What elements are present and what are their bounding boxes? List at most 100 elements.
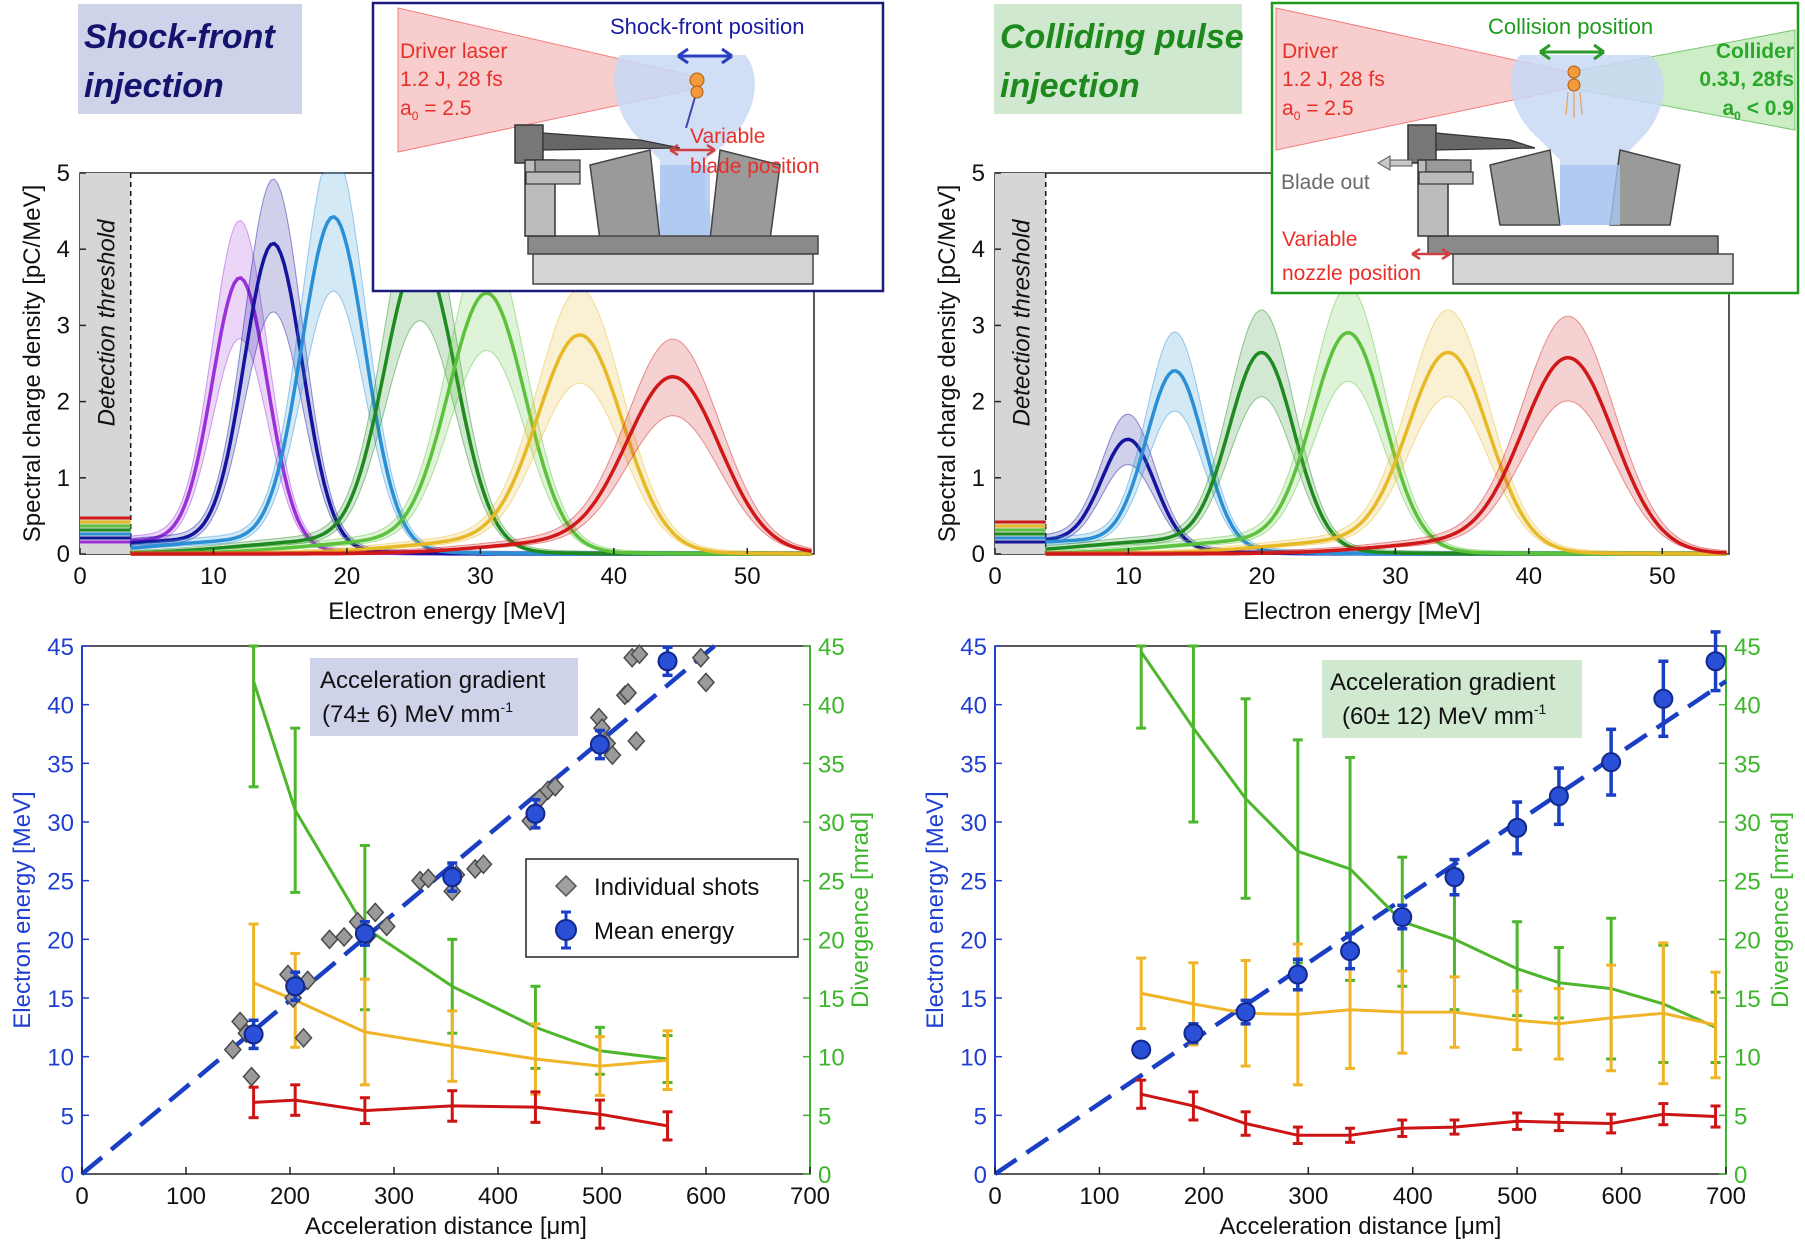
- x-tick-label: 200: [270, 1183, 310, 1210]
- y-axis-label-left: Electron energy [MeV]: [922, 791, 949, 1028]
- mean-energy-point: [1507, 817, 1528, 838]
- mean-energy-point: [1444, 867, 1465, 888]
- y-tick-label-right: 25: [818, 869, 845, 896]
- y-tick-label-left: 5: [61, 1103, 74, 1130]
- mean-energy-point: [1392, 907, 1413, 928]
- y-tick-label: 0: [57, 541, 70, 568]
- x-tick-label: 100: [1079, 1183, 1119, 1210]
- individual-shot: [618, 682, 638, 704]
- y-tick-label-right: 40: [1734, 693, 1761, 720]
- shock-inset: Shock-front position Driver laser 1.2 J,…: [371, 1, 885, 293]
- individual-shot: [627, 730, 646, 752]
- y-axis-label: Spectral charge density [pC/MeV]: [934, 185, 961, 543]
- shock-driver-label-1: Driver laser: [400, 40, 507, 63]
- individual-shot: [546, 776, 565, 797]
- legend-mean-label: Mean energy: [594, 918, 734, 945]
- mean-energy-point: [1131, 1039, 1152, 1060]
- x-tick-label: 700: [1706, 1183, 1746, 1210]
- y-tick-label-left: 20: [960, 927, 987, 954]
- shock-legend: Individual shots Mean energy: [525, 858, 799, 958]
- fit-line: [80, 644, 716, 1176]
- individual-shot: [377, 916, 396, 937]
- mean-energy-point: [1183, 1023, 1204, 1044]
- individual-shot: [294, 1027, 313, 1049]
- shock-front-arrow-icon: [677, 47, 733, 65]
- collider-label-3: a0 < 0.9: [1722, 97, 1794, 123]
- y-tick-label-right: 30: [1734, 810, 1761, 837]
- y-tick-label-right: 10: [818, 1045, 845, 1072]
- individual-shot: [603, 744, 622, 766]
- y-tick-label: 1: [972, 465, 985, 492]
- collide-title-line1: Colliding pulse: [1000, 18, 1244, 56]
- collide-title-line2: injection: [1000, 67, 1140, 105]
- mean-energy-point: [1287, 964, 1308, 985]
- y-tick-label-left: 40: [47, 693, 74, 720]
- shock-title-line2: injection: [84, 67, 224, 105]
- mean-energy-point: [1235, 1002, 1256, 1023]
- y-tick-label-left: 30: [960, 810, 987, 837]
- x-tick-label: 0: [73, 563, 86, 590]
- y-tick-label-left: 0: [974, 1162, 987, 1189]
- electron-bunch-icon: [689, 72, 705, 88]
- y-tick-label-right: 10: [1734, 1045, 1761, 1072]
- y-tick-label: 4: [57, 236, 70, 263]
- individual-shot: [366, 902, 385, 923]
- collision-arrow-icon: [1539, 43, 1605, 61]
- blade-out-label: Blade out: [1281, 171, 1370, 194]
- individual-shot: [335, 926, 354, 948]
- shock-gradient-value: (74± 6) MeV mm-1: [322, 699, 513, 728]
- x-tick-label: 0: [988, 563, 1001, 590]
- y-tick-label-right: 40: [818, 693, 845, 720]
- collision-label: Collision position: [1488, 14, 1653, 39]
- individual-shot: [419, 868, 438, 889]
- x-tick-label: 40: [600, 563, 627, 590]
- nozzle-arrow-icon: [1411, 247, 1451, 261]
- x-tick-label: 40: [1515, 563, 1542, 590]
- x-tick-label: 100: [166, 1183, 206, 1210]
- y-tick-label-left: 25: [47, 869, 74, 896]
- y-tick-label-left: 10: [47, 1045, 74, 1072]
- y-tick-label: 5: [57, 160, 70, 187]
- divergence-red-line: [1140, 1092, 1716, 1137]
- x-tick-label: 50: [1649, 563, 1676, 590]
- y-tick-label-right: 15: [818, 986, 845, 1013]
- y-tick-label-left: 20: [47, 927, 74, 954]
- y-tick-label-left: 30: [47, 810, 74, 837]
- mean-energy-point: [354, 923, 375, 944]
- y-tick-label-left: 45: [960, 634, 987, 661]
- y-tick-label-right: 45: [818, 634, 845, 661]
- mean-energy-point: [285, 976, 306, 997]
- series-line: [1045, 356, 1727, 556]
- y-tick-label-right: 30: [818, 810, 845, 837]
- x-tick-label: 0: [988, 1183, 1001, 1210]
- individual-shot: [691, 647, 710, 668]
- x-tick-label: 10: [1115, 563, 1142, 590]
- y-tick-label-left: 15: [960, 986, 987, 1013]
- x-axis-label: Acceleration distance [μm]: [1220, 1213, 1502, 1240]
- x-tick-label: 500: [582, 1183, 622, 1210]
- shock-title-box: [78, 4, 302, 114]
- y-tick-label-left: 10: [960, 1045, 987, 1072]
- x-axis-label: Electron energy [MeV]: [1243, 598, 1480, 625]
- y-tick-label-right: 45: [1734, 634, 1761, 661]
- nozzle-label-2: nozzle position: [1282, 262, 1421, 285]
- shock-front-label: Shock-front position: [610, 14, 804, 39]
- individual-shot: [696, 672, 716, 693]
- y-tick-label-right: 35: [1734, 751, 1761, 778]
- threshold-band: [80, 173, 131, 554]
- mean-energy-point: [657, 651, 678, 672]
- mean-energy-point: [1705, 651, 1726, 672]
- mean-energy-point: [1653, 688, 1674, 709]
- y-tick-label-right: 0: [1734, 1162, 1747, 1189]
- x-tick-label: 600: [686, 1183, 726, 1210]
- x-axis-label: Acceleration distance [μm]: [305, 1213, 587, 1240]
- x-tick-label: 50: [734, 563, 761, 590]
- blade-label-2: blade position: [690, 155, 820, 178]
- legend-shots-label: Individual shots: [594, 874, 759, 901]
- y-tick-label: 1: [57, 465, 70, 492]
- shock-title-line1: Shock-front: [84, 18, 276, 56]
- y-axis-label-right: Divergence [mrad]: [847, 812, 874, 1008]
- collide-gradient-value: (60± 12) MeV mm-1: [1342, 701, 1547, 730]
- mean-energy-point: [589, 734, 610, 755]
